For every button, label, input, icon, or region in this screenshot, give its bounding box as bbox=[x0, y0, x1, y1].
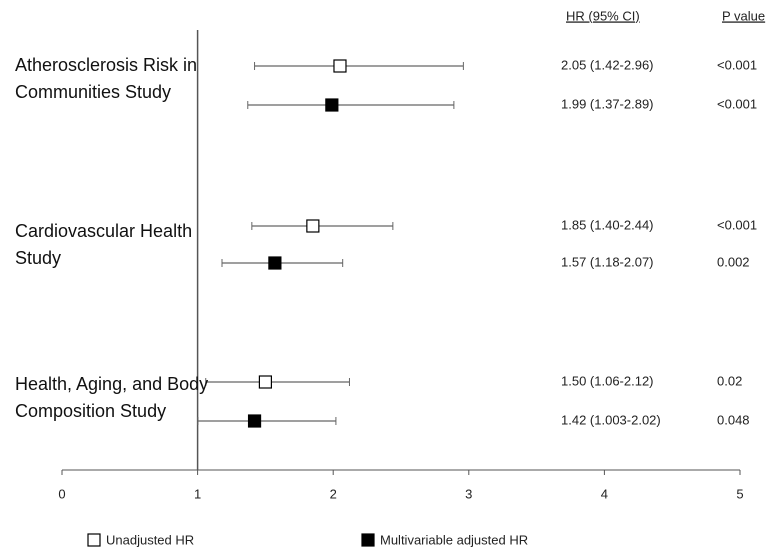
hr-point bbox=[325, 98, 339, 112]
p-label: <0.001 bbox=[717, 57, 757, 72]
study-label: Cardiovascular Health Study bbox=[15, 221, 193, 268]
p-label: 0.002 bbox=[717, 254, 750, 269]
ci-label: 1.99 (1.37-2.89) bbox=[561, 96, 654, 111]
ci-label: 1.57 (1.18-2.07) bbox=[561, 254, 654, 269]
legend-label: Multivariable adjusted HR bbox=[380, 532, 528, 547]
ci-label: 2.05 (1.42-2.96) bbox=[561, 57, 654, 72]
hr-point bbox=[268, 256, 282, 270]
legend-swatch bbox=[87, 533, 101, 547]
study-label: Health, Aging, and Body Composition Stud… bbox=[15, 374, 209, 421]
x-tick-label: 4 bbox=[601, 486, 608, 501]
hr-point bbox=[247, 414, 262, 428]
ci-label: 1.42 (1.003-2.02) bbox=[561, 412, 661, 427]
ci-header: HR (95% CI) bbox=[566, 8, 640, 23]
x-tick-label: 0 bbox=[58, 486, 65, 501]
study-label: Atherosclerosis Risk in Communities Stud… bbox=[15, 55, 198, 102]
hr-point bbox=[258, 375, 272, 389]
p-header: P value bbox=[722, 8, 765, 23]
p-label: <0.001 bbox=[717, 217, 757, 232]
p-label: <0.001 bbox=[717, 96, 757, 111]
x-tick-label: 3 bbox=[465, 486, 472, 501]
hr-point bbox=[306, 219, 320, 233]
x-tick-label: 2 bbox=[330, 486, 337, 501]
ci-label: 1.85 (1.40-2.44) bbox=[561, 217, 654, 232]
ci-label: 1.50 (1.06-2.12) bbox=[561, 373, 654, 388]
legend-swatch bbox=[361, 533, 375, 547]
hr-point bbox=[333, 59, 347, 73]
p-label: 0.02 bbox=[717, 373, 742, 388]
legend-label: Unadjusted HR bbox=[106, 532, 194, 547]
x-tick-label: 5 bbox=[736, 486, 743, 501]
x-tick-label: 1 bbox=[194, 486, 201, 501]
p-label: 0.048 bbox=[717, 412, 750, 427]
